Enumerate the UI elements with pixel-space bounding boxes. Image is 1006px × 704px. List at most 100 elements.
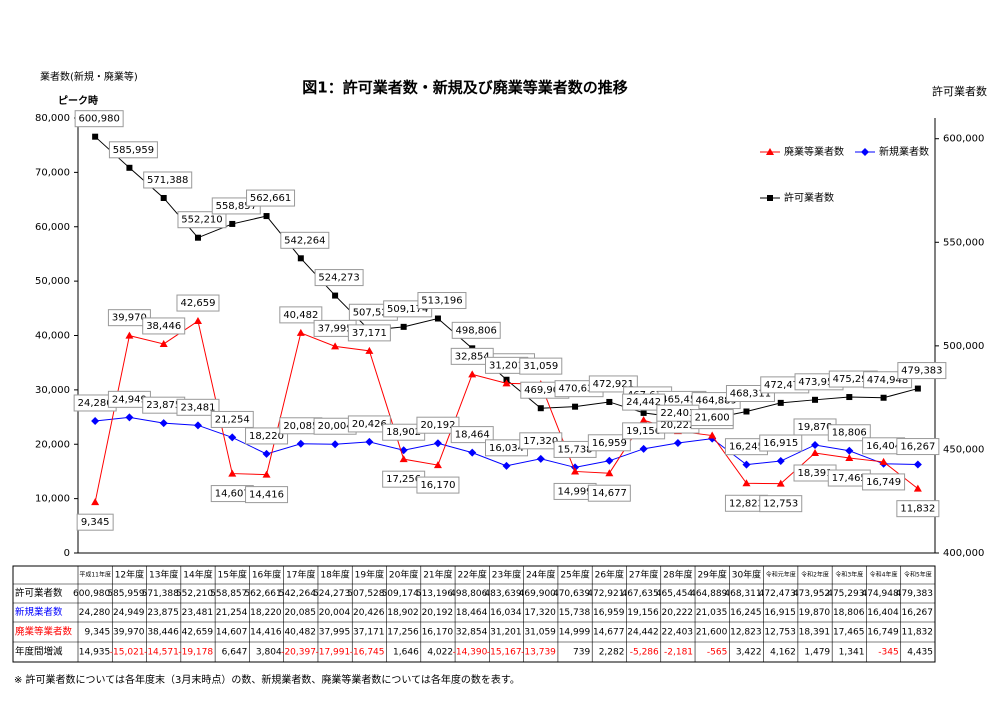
table-cell: 16,245 xyxy=(730,608,762,618)
table-cell: 15,738 xyxy=(559,608,591,618)
marker xyxy=(331,440,340,449)
table-cell: 14,935 xyxy=(79,648,111,658)
label-box xyxy=(587,484,631,502)
data-label: 23,481 xyxy=(180,402,215,413)
x-tick-label: 25年度 xyxy=(560,569,589,581)
marker xyxy=(434,315,441,322)
marker xyxy=(400,323,407,330)
data-label: 468,311 xyxy=(730,388,771,399)
table-cell: 12,823 xyxy=(730,628,762,638)
marker xyxy=(92,133,99,140)
data-label: 571,388 xyxy=(147,175,188,186)
marker xyxy=(193,421,202,430)
label-box xyxy=(897,362,947,380)
table-cell: 21,035 xyxy=(696,608,728,618)
table-cell: -20,397 xyxy=(281,648,316,658)
table-cell: 474,948 xyxy=(862,589,899,599)
data-label: 509,174 xyxy=(387,304,428,315)
x-tick-label: 16年度 xyxy=(252,569,281,581)
marker xyxy=(468,370,477,378)
marker xyxy=(742,479,751,487)
data-label: 20,222 xyxy=(660,420,695,431)
marker xyxy=(365,346,374,354)
table-cell: 21,600 xyxy=(696,628,728,638)
label-box xyxy=(519,432,563,450)
data-label: 16,034 xyxy=(489,443,524,454)
data-label: 31,059 xyxy=(523,361,558,372)
data-label: 475,293 xyxy=(833,374,874,385)
table-cell: 470,639 xyxy=(553,589,590,599)
y-tick-label: 70,000 xyxy=(35,167,70,178)
table-cell: 24,442 xyxy=(627,628,659,638)
table-cell: -16,745 xyxy=(350,648,385,658)
table-cell: 20,426 xyxy=(353,608,385,618)
marker xyxy=(365,437,374,446)
table-cell: -345 xyxy=(878,648,898,658)
table-cell: 20,004 xyxy=(319,608,351,618)
data-label: 21,600 xyxy=(695,413,730,424)
row-label: 年度間増減 xyxy=(15,646,63,658)
table-cell: 542,264 xyxy=(279,589,316,599)
data-label: 18,902 xyxy=(386,427,421,438)
label-box xyxy=(246,189,296,207)
table-cell: 1,646 xyxy=(393,648,419,658)
y-tick-label: 40,000 xyxy=(35,331,70,342)
data-label: 37,171 xyxy=(352,328,387,339)
data-label: 19,870 xyxy=(798,422,833,433)
marker xyxy=(880,394,887,401)
label-box xyxy=(587,434,631,452)
marker xyxy=(913,484,922,492)
data-label: 18,806 xyxy=(832,428,867,439)
data-label: 42,659 xyxy=(180,298,215,309)
table-cell: 31,201 xyxy=(490,628,522,638)
x-tick-label: 24年度 xyxy=(526,569,555,581)
table-cell: 571,388 xyxy=(142,589,179,599)
chart-title: 図1：許可業者数・新規及び廃業等業者数の推移 xyxy=(302,79,627,97)
x-tick-label: 令和元年度 xyxy=(766,571,796,579)
label-box xyxy=(896,500,940,518)
table-cell: 9,345 xyxy=(85,628,111,638)
marker xyxy=(639,444,648,453)
table-cell: 4,022 xyxy=(427,648,453,658)
table-cell: 40,482 xyxy=(284,628,316,638)
table-cell: 465,454 xyxy=(656,589,693,599)
data-label: 19,156 xyxy=(626,426,661,437)
data-label: 17,256 xyxy=(386,474,421,485)
table-cell: -5,286 xyxy=(630,648,659,658)
data-label: 16,245 xyxy=(729,442,764,453)
marker xyxy=(571,467,580,475)
y2-tick-label: 400,000 xyxy=(943,548,984,559)
data-label: 15,738 xyxy=(558,444,593,455)
table-cell: 14,416 xyxy=(250,628,282,638)
x-tick-label: 13年度 xyxy=(149,569,178,581)
data-label: 17,465 xyxy=(832,473,867,484)
data-label: 18,391 xyxy=(798,468,833,479)
marker xyxy=(537,405,544,412)
table-cell: 17,320 xyxy=(524,608,556,618)
marker xyxy=(228,469,237,477)
x-tick-label: 22年度 xyxy=(457,569,486,581)
data-label: 18,464 xyxy=(455,430,490,441)
x-tick-label: 28年度 xyxy=(663,569,692,581)
data-label: 24,280 xyxy=(78,398,113,409)
row-label: 許可業者数 xyxy=(15,587,63,599)
label-box xyxy=(690,409,734,427)
table-cell: 17,465 xyxy=(833,628,865,638)
marker xyxy=(125,331,134,339)
table-cell: 600,980 xyxy=(73,589,110,599)
x-tick-label: 18年度 xyxy=(320,569,349,581)
data-label: 21,254 xyxy=(215,414,250,425)
table-cell: 16,749 xyxy=(867,628,899,638)
data-label: 32,854 xyxy=(455,351,490,362)
y-tick-label: 80,000 xyxy=(35,113,70,124)
table-cell: 18,391 xyxy=(799,628,831,638)
data-label: 465,454 xyxy=(661,394,702,405)
data-label: 473,952 xyxy=(798,377,839,388)
label-box xyxy=(827,424,871,442)
x-tick-label: 21年度 xyxy=(423,569,452,581)
data-label: 479,383 xyxy=(901,366,942,377)
table-cell: 469,900 xyxy=(519,589,556,599)
marker xyxy=(777,399,784,406)
y2-tick-label: 450,000 xyxy=(943,444,984,455)
